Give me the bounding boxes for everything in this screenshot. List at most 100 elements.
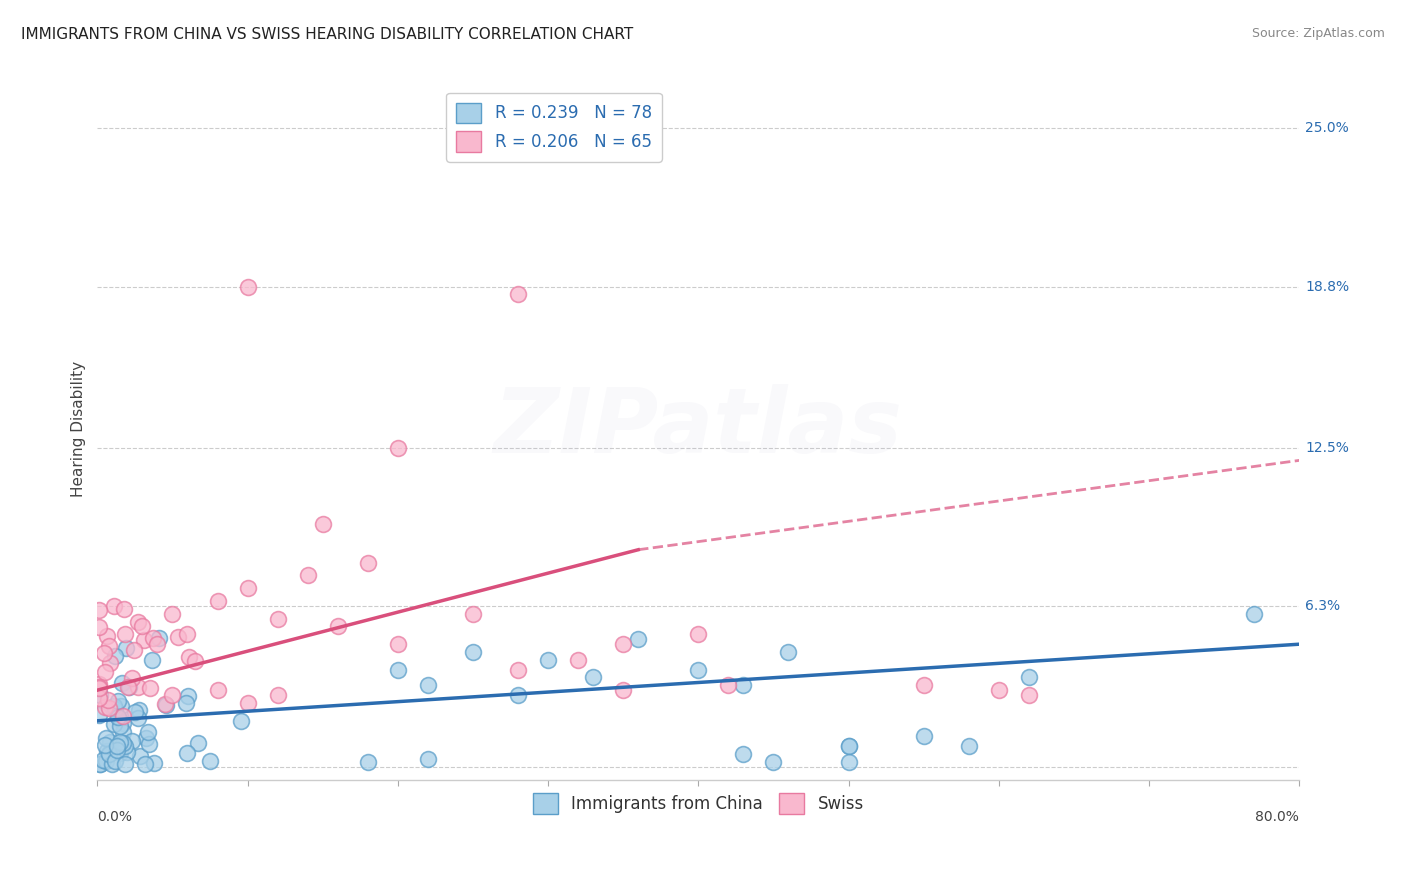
Point <box>162 607 184 621</box>
Point <box>114 739 136 754</box>
Point <box>461 607 484 621</box>
Point <box>139 681 162 695</box>
Point <box>416 678 439 692</box>
Point <box>912 678 935 692</box>
Point <box>111 708 134 723</box>
Point <box>97 639 120 653</box>
Point <box>114 757 136 772</box>
Point <box>506 688 529 702</box>
Point <box>134 633 156 648</box>
Point <box>461 127 484 141</box>
Point <box>138 737 160 751</box>
Y-axis label: Hearing Disability: Hearing Disability <box>72 360 86 497</box>
Text: Source: ZipAtlas.com: Source: ZipAtlas.com <box>1251 27 1385 40</box>
Point <box>112 602 135 616</box>
Point <box>103 698 125 713</box>
Point <box>778 645 800 659</box>
Point <box>115 745 138 759</box>
Point <box>110 718 132 732</box>
Point <box>93 700 115 714</box>
Point <box>506 663 529 677</box>
Point <box>387 663 409 677</box>
Point <box>121 734 143 748</box>
Point <box>236 280 259 294</box>
Point <box>121 672 143 686</box>
Point <box>183 654 205 668</box>
Point <box>96 629 118 643</box>
Point <box>146 637 169 651</box>
Point <box>236 581 259 595</box>
Point <box>688 627 710 641</box>
Point <box>266 688 288 702</box>
Point <box>297 568 319 582</box>
Text: 6.3%: 6.3% <box>1305 599 1340 613</box>
Point <box>87 707 110 722</box>
Point <box>416 752 439 766</box>
Point <box>176 690 198 704</box>
Point <box>98 735 121 749</box>
Text: 80.0%: 80.0% <box>1256 810 1299 824</box>
Point <box>89 691 111 706</box>
Point <box>111 676 134 690</box>
Point <box>912 729 935 743</box>
Point <box>127 681 149 695</box>
Point <box>1018 688 1040 702</box>
Text: IMMIGRANTS FROM CHINA VS SWISS HEARING DISABILITY CORRELATION CHART: IMMIGRANTS FROM CHINA VS SWISS HEARING D… <box>21 27 633 42</box>
Point <box>688 663 710 677</box>
Point <box>128 703 150 717</box>
Point <box>207 594 229 608</box>
Point <box>326 619 349 633</box>
Point <box>1243 607 1265 621</box>
Point <box>98 701 121 715</box>
Text: 12.5%: 12.5% <box>1305 441 1350 455</box>
Point <box>733 747 755 761</box>
Point <box>312 517 335 532</box>
Point <box>143 756 166 770</box>
Point <box>108 735 131 749</box>
Point <box>98 746 121 760</box>
Point <box>762 755 785 769</box>
Point <box>838 755 860 769</box>
Point <box>117 680 139 694</box>
Point <box>229 714 252 728</box>
Point <box>105 743 128 757</box>
Point <box>207 683 229 698</box>
Text: 0.0%: 0.0% <box>97 810 132 824</box>
Point <box>97 693 120 707</box>
Point <box>567 652 589 666</box>
Point <box>134 756 156 771</box>
Point <box>94 739 117 753</box>
Point <box>111 736 134 750</box>
Point <box>108 746 131 760</box>
Point <box>266 612 288 626</box>
Point <box>108 713 131 727</box>
Point <box>104 702 127 716</box>
Point <box>96 744 118 758</box>
Point <box>387 441 409 455</box>
Point <box>94 731 117 746</box>
Point <box>167 630 190 644</box>
Point <box>112 715 135 730</box>
Point <box>136 724 159 739</box>
Point <box>127 615 149 630</box>
Point <box>142 631 165 645</box>
Point <box>387 637 409 651</box>
Point <box>627 632 650 646</box>
Point <box>176 696 198 710</box>
Point <box>461 645 484 659</box>
Point <box>127 711 149 725</box>
Point <box>87 681 110 695</box>
Point <box>987 683 1010 698</box>
Point <box>1018 670 1040 684</box>
Point <box>236 696 259 710</box>
Point <box>131 619 153 633</box>
Point <box>107 694 129 708</box>
Legend: Immigrants from China, Swiss: Immigrants from China, Swiss <box>526 787 870 821</box>
Point <box>100 757 122 772</box>
Point <box>103 716 125 731</box>
Text: 18.8%: 18.8% <box>1305 280 1350 293</box>
Point <box>94 665 117 679</box>
Point <box>124 705 146 719</box>
Point <box>87 677 110 691</box>
Point <box>96 755 118 769</box>
